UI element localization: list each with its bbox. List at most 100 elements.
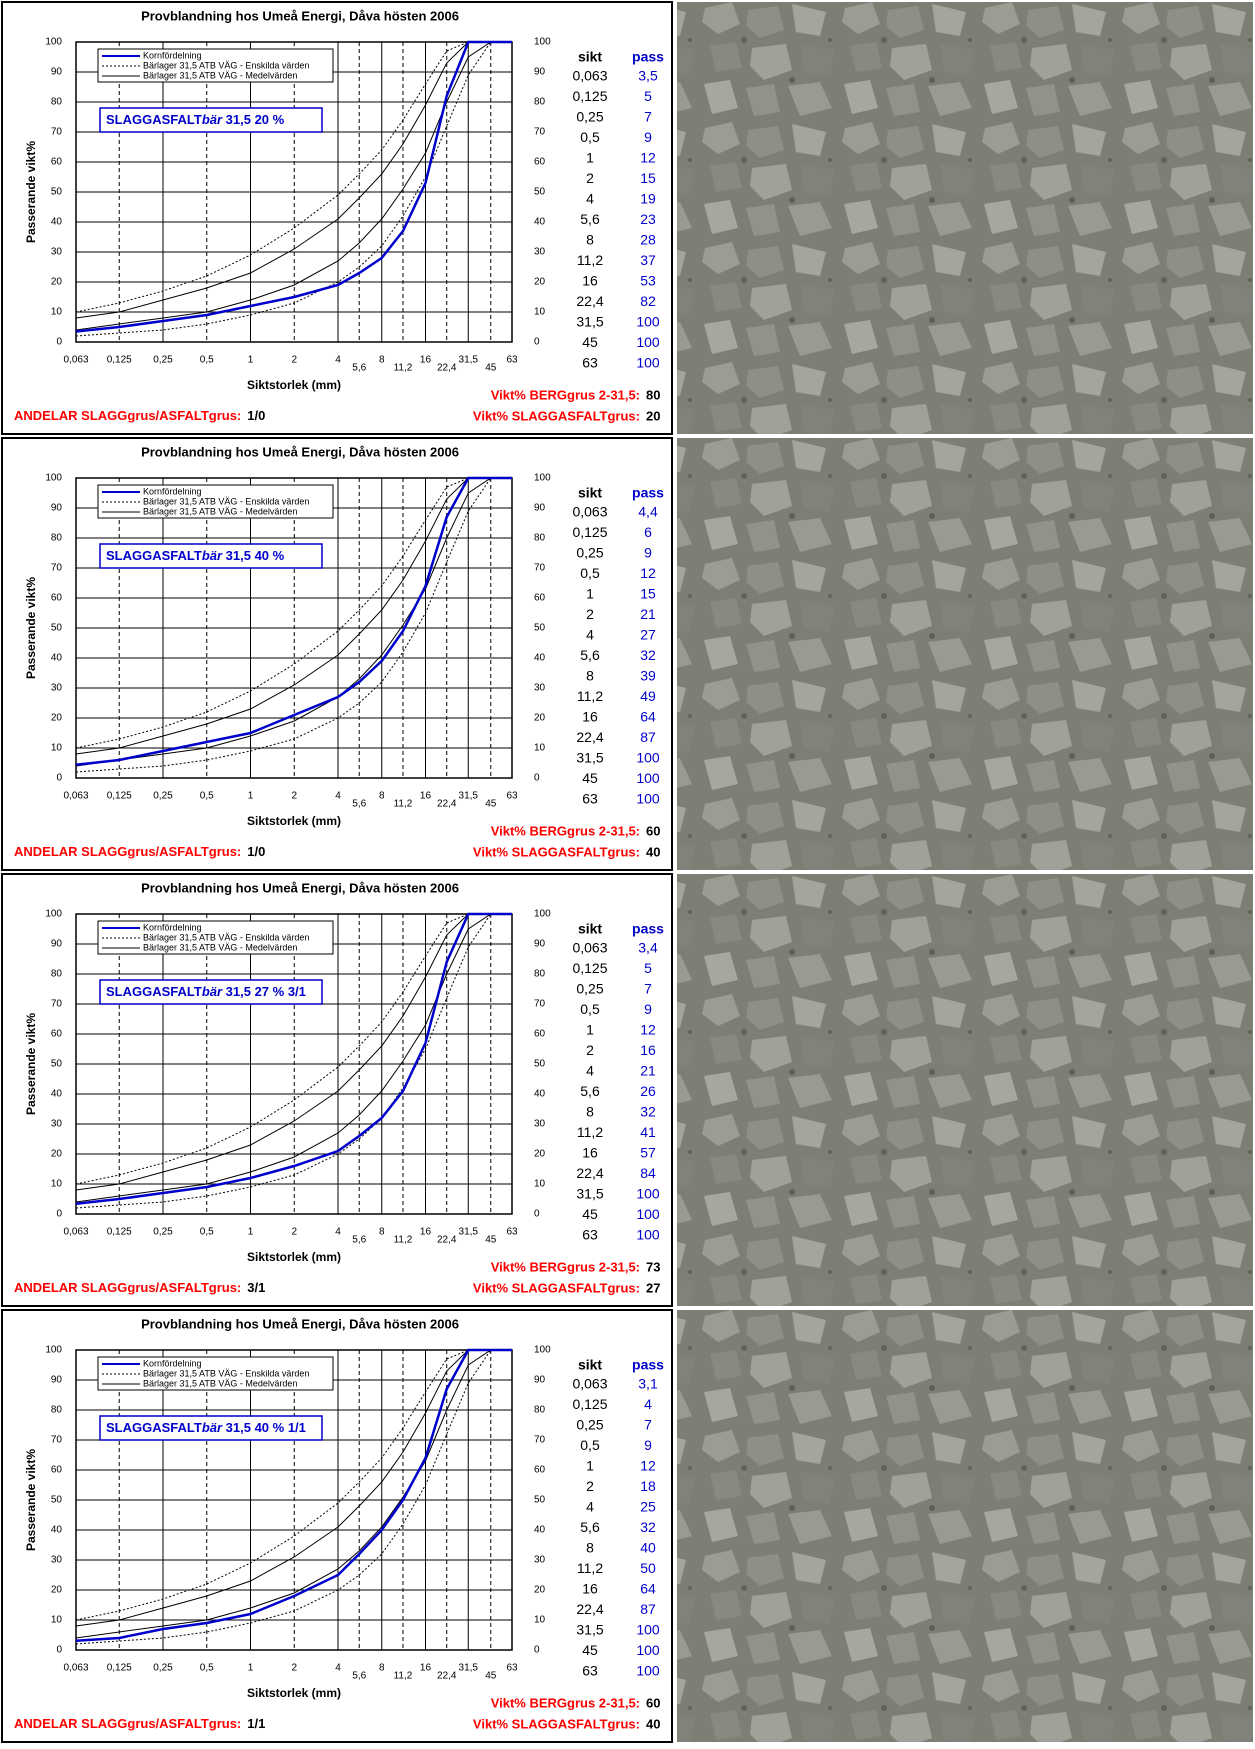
x-tick-label: 1: [248, 1227, 254, 1238]
chart-panel: Provblandning hos Umeå Energi, Dåva höst…: [2, 1310, 1253, 1742]
table-pass: 100: [636, 791, 660, 807]
table-sikt: 16: [582, 1581, 598, 1597]
photo: [677, 1310, 1253, 1742]
table-sikt: 4: [586, 191, 594, 207]
y2-tick-label: 60: [534, 1465, 546, 1476]
y-tick-label: 80: [51, 1405, 63, 1416]
x-tick-label: 11,2: [394, 1671, 413, 1682]
table-pass: 18: [640, 1478, 656, 1494]
chart-panel: Provblandning hos Umeå Energi, Dåva höst…: [2, 874, 1253, 1306]
table-sikt: 0,5: [580, 1001, 600, 1017]
table-pass: 7: [644, 109, 652, 125]
summary-label: Vikt% SLAGGASFALTgrus:: [473, 844, 640, 859]
annotation: SLAGGASFALTbär 31,5 40 % 1/1: [106, 1420, 306, 1435]
x-tick-label: 1: [248, 1663, 254, 1674]
ratio: ANDELAR SLAGGgrus/ASFALTgrus:1/0: [14, 844, 265, 859]
y2-tick-label: 70: [534, 563, 546, 574]
annotation-part: bär: [202, 984, 223, 999]
x-axis-title: Siktstorlek (mm): [247, 1686, 341, 1700]
summary-value: 40: [646, 1716, 660, 1731]
y-tick-label: 80: [51, 533, 63, 544]
y2-tick-label: 0: [534, 1645, 540, 1656]
table-sikt: 63: [582, 1663, 598, 1679]
y-tick-label: 70: [51, 1435, 63, 1446]
ratio: ANDELAR SLAGGgrus/ASFALTgrus:3/1: [14, 1280, 265, 1295]
ratio-value: 1/0: [247, 844, 265, 859]
table-pass: 9: [644, 545, 652, 561]
y-tick-label: 90: [51, 1375, 63, 1386]
table-sikt: 5,6: [580, 1083, 600, 1099]
chart-title: Provblandning hos Umeå Energi, Dåva höst…: [141, 444, 459, 459]
table-sikt: 45: [582, 1642, 598, 1658]
y2-tick-label: 30: [534, 1119, 546, 1130]
y2-tick-label: 90: [534, 1375, 546, 1386]
y2-tick-label: 80: [534, 1405, 546, 1416]
y-tick-label: 10: [51, 1179, 63, 1190]
table-pass: 21: [640, 606, 656, 622]
table-sikt: 2: [586, 170, 594, 186]
y2-tick-label: 70: [534, 127, 546, 138]
x-tick-label: 0,5: [200, 1663, 214, 1674]
y-axis-title: Passerande vikt%: [24, 1449, 38, 1551]
y-tick-label: 90: [51, 503, 63, 514]
table-pass: 32: [640, 1519, 656, 1535]
y-tick-label: 70: [51, 127, 63, 138]
summary-value: 40: [646, 844, 660, 859]
annotation-part: 31,5 20 %: [222, 112, 285, 127]
x-tick-label: 45: [485, 799, 497, 810]
table-sikt: 0,063: [572, 1376, 607, 1392]
x-tick-label: 16: [420, 355, 432, 366]
table-sikt: 8: [586, 1104, 594, 1120]
y-tick-label: 60: [51, 1465, 63, 1476]
summary-label: Vikt% SLAGGASFALTgrus:: [473, 1280, 640, 1295]
table-sikt: 63: [582, 791, 598, 807]
table-pass: 12: [640, 150, 656, 166]
y-tick-label: 40: [51, 217, 63, 228]
table-sikt: 11,2: [577, 1560, 603, 1576]
table-pass: 50: [640, 1560, 656, 1576]
table-header: sikt: [578, 485, 602, 501]
table-pass: 87: [640, 1601, 656, 1617]
ratio-value: 3/1: [247, 1280, 265, 1295]
x-axis-title: Siktstorlek (mm): [247, 1250, 341, 1264]
y2-tick-label: 10: [534, 307, 546, 318]
x-tick-label: 0,25: [153, 355, 173, 366]
x-tick-label: 8: [379, 355, 385, 366]
table-pass: 87: [640, 729, 656, 745]
y-tick-label: 0: [56, 773, 62, 784]
table-header: pass: [632, 49, 664, 65]
x-tick-label: 8: [379, 1227, 385, 1238]
y2-tick-label: 60: [534, 1029, 546, 1040]
y-tick-label: 10: [51, 307, 63, 318]
x-tick-label: 22,4: [437, 1235, 457, 1246]
x-tick-label: 22,4: [437, 1671, 457, 1682]
y-tick-label: 80: [51, 97, 63, 108]
chart-title: Provblandning hos Umeå Energi, Dåva höst…: [141, 880, 459, 895]
table-sikt: 0,5: [580, 1437, 600, 1453]
summary-label: Vikt% BERGgrus 2-31,5:: [491, 1259, 640, 1274]
x-tick-label: 63: [506, 1227, 518, 1238]
y-tick-label: 50: [51, 1059, 63, 1070]
table-header: sikt: [578, 1357, 602, 1373]
table-header: pass: [632, 485, 664, 501]
table-sikt: 2: [586, 1042, 594, 1058]
y-tick-label: 30: [51, 1555, 63, 1566]
y2-tick-label: 100: [534, 37, 551, 48]
x-axis-title: Siktstorlek (mm): [247, 814, 341, 828]
annotation-part: bär: [202, 112, 223, 127]
y-tick-label: 90: [51, 67, 63, 78]
table-pass: 40: [640, 1540, 656, 1556]
table-sikt: 0,25: [576, 1417, 603, 1433]
x-tick-label: 8: [379, 1663, 385, 1674]
table-pass: 32: [640, 647, 656, 663]
x-tick-label: 0,5: [200, 791, 214, 802]
x-tick-label: 16: [420, 1227, 432, 1238]
table-pass: 39: [640, 668, 656, 684]
table-pass: 57: [640, 1145, 656, 1161]
table-sikt: 11,2: [577, 688, 603, 704]
table-sikt: 0,125: [572, 88, 607, 104]
x-tick-label: 16: [420, 1663, 432, 1674]
y-tick-label: 60: [51, 157, 63, 168]
y-tick-label: 30: [51, 683, 63, 694]
y2-tick-label: 100: [534, 909, 551, 920]
